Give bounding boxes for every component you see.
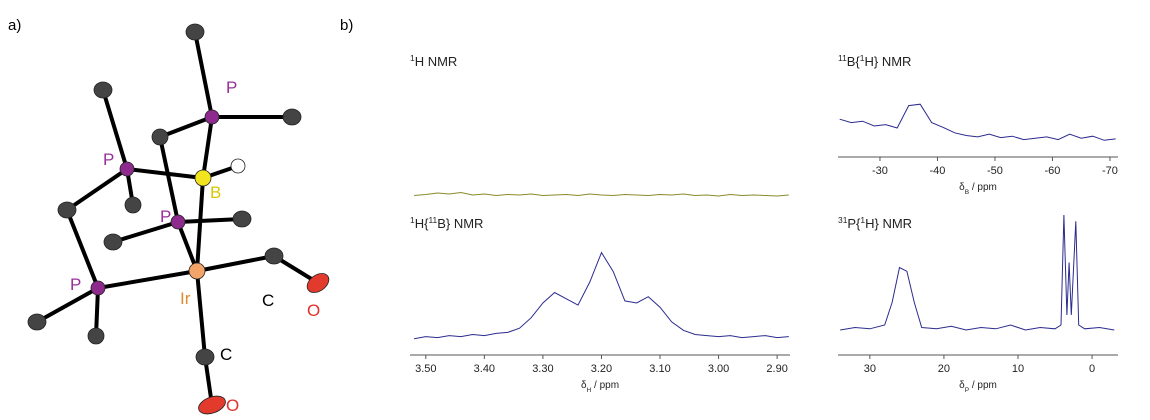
text-part: / ppm	[969, 380, 997, 391]
rich-text: 1H{11B} NMR	[410, 215, 483, 231]
atom-label: P	[226, 78, 237, 97]
spectrum-line	[840, 104, 1116, 140]
x-tick-label: 30	[864, 363, 876, 375]
text-part: 11	[428, 215, 437, 225]
panel-label: b)	[340, 17, 353, 34]
x-tick-label: 3.10	[649, 363, 670, 375]
rich-text: δH / ppm	[581, 380, 619, 394]
atom-label: O	[307, 301, 320, 320]
atom-label: P	[103, 150, 114, 169]
x-tick-label: 3.30	[532, 363, 553, 375]
rich-text: 31P{1H} NMR	[838, 215, 912, 231]
x-tick-label: -40	[930, 165, 946, 177]
x-tick-label: -70	[1102, 165, 1118, 177]
rich-text: 1H NMR	[410, 53, 457, 69]
text-part: B} NMR	[437, 216, 483, 231]
text-part: / ppm	[969, 182, 997, 193]
x-tick-label: -60	[1045, 165, 1061, 177]
atom-label: B	[210, 183, 221, 202]
x-tick-label: 10	[1012, 363, 1024, 375]
atom-label: C	[220, 345, 232, 364]
x-tick-label: 0	[1089, 363, 1095, 375]
text-part: P{	[847, 216, 861, 231]
text-part: H{	[415, 216, 429, 231]
x-tick-label: -50	[987, 165, 1003, 177]
text-part: H} NMR	[864, 54, 911, 69]
spectrum-line	[414, 193, 789, 197]
x-tick-label: 3.40	[474, 363, 495, 375]
rich-text: δB / ppm	[959, 182, 997, 196]
x-tick-label: 3.00	[708, 363, 729, 375]
x-tick-label: -30	[872, 165, 888, 177]
atom-label: C	[262, 291, 274, 310]
text-part: B{	[847, 54, 861, 69]
rich-text: 11B{1H} NMR	[838, 53, 911, 69]
x-tick-label: 20	[938, 363, 950, 375]
x-tick-label: 2.90	[766, 363, 787, 375]
x-tick-label: 3.50	[415, 363, 436, 375]
text-part: / ppm	[591, 380, 619, 391]
text-part: 11	[838, 53, 847, 63]
spectrum-line	[840, 215, 1114, 330]
spectrum-line	[414, 253, 789, 339]
x-tick-label: 3.20	[591, 363, 612, 375]
figure: a) b)	[0, 0, 1150, 415]
molecule	[28, 24, 332, 415]
text-part: 31	[838, 215, 848, 225]
text-part: H NMR	[415, 54, 458, 69]
atom-label: P	[70, 275, 81, 294]
atom-label: O	[226, 396, 239, 415]
panel-label: a)	[8, 17, 21, 34]
atom-label: Ir	[180, 289, 191, 308]
atom-label: P	[160, 207, 171, 226]
rich-text: δP / ppm	[959, 380, 997, 394]
text-part: H} NMR	[865, 216, 912, 231]
atoms	[28, 24, 332, 415]
